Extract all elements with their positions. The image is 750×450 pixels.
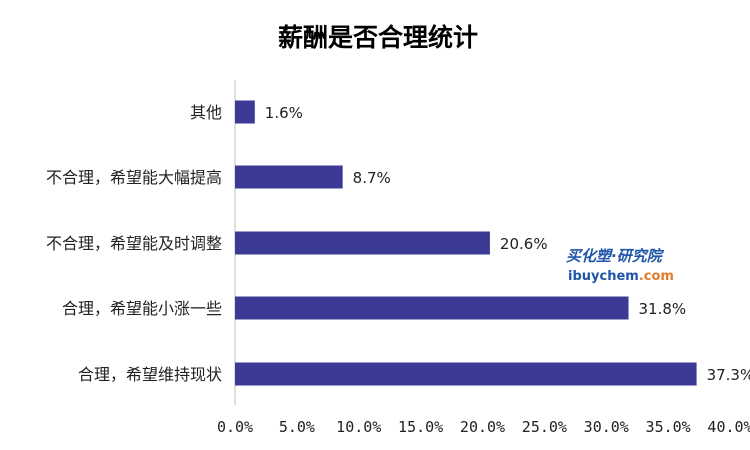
- x-tick-label: 20.0%: [460, 418, 505, 436]
- watermark-en: ibuychem.com: [568, 270, 674, 283]
- data-label: 20.6%: [500, 235, 548, 253]
- category-label: 合理，希望能小涨一些: [62, 299, 222, 318]
- x-tick-label: 5.0%: [279, 418, 315, 436]
- watermark-en-suffix: .com: [638, 269, 674, 284]
- x-tick-label: 40.0%: [707, 418, 750, 436]
- watermark: 买化塑·研究院 ibuychem.com: [566, 247, 674, 284]
- data-label: 37.3%: [707, 366, 750, 384]
- data-label: 31.8%: [639, 300, 687, 318]
- bar: [235, 231, 490, 255]
- category-label: 不合理，希望能大幅提高: [46, 168, 222, 187]
- watermark-cn: 买化塑·研究院: [566, 247, 662, 265]
- x-tick-label: 25.0%: [522, 418, 567, 436]
- x-tick-label: 10.0%: [336, 418, 381, 436]
- x-tick-label: 15.0%: [398, 418, 443, 436]
- category-label: 合理，希望维持现状: [78, 365, 222, 384]
- bar: [235, 362, 697, 386]
- category-label: 其他: [190, 103, 222, 122]
- watermark-en-main: ibuychem: [568, 269, 639, 284]
- chart-title: 薪酬是否合理统计: [278, 23, 478, 52]
- data-label: 1.6%: [265, 104, 303, 122]
- data-label: 8.7%: [353, 169, 391, 187]
- x-tick-label: 30.0%: [584, 418, 629, 436]
- x-tick-label: 0.0%: [217, 418, 253, 436]
- category-label: 不合理，希望能及时调整: [46, 234, 222, 253]
- bar: [235, 165, 343, 189]
- bar: [235, 100, 255, 124]
- bar: [235, 296, 629, 320]
- x-tick-label: 35.0%: [646, 418, 691, 436]
